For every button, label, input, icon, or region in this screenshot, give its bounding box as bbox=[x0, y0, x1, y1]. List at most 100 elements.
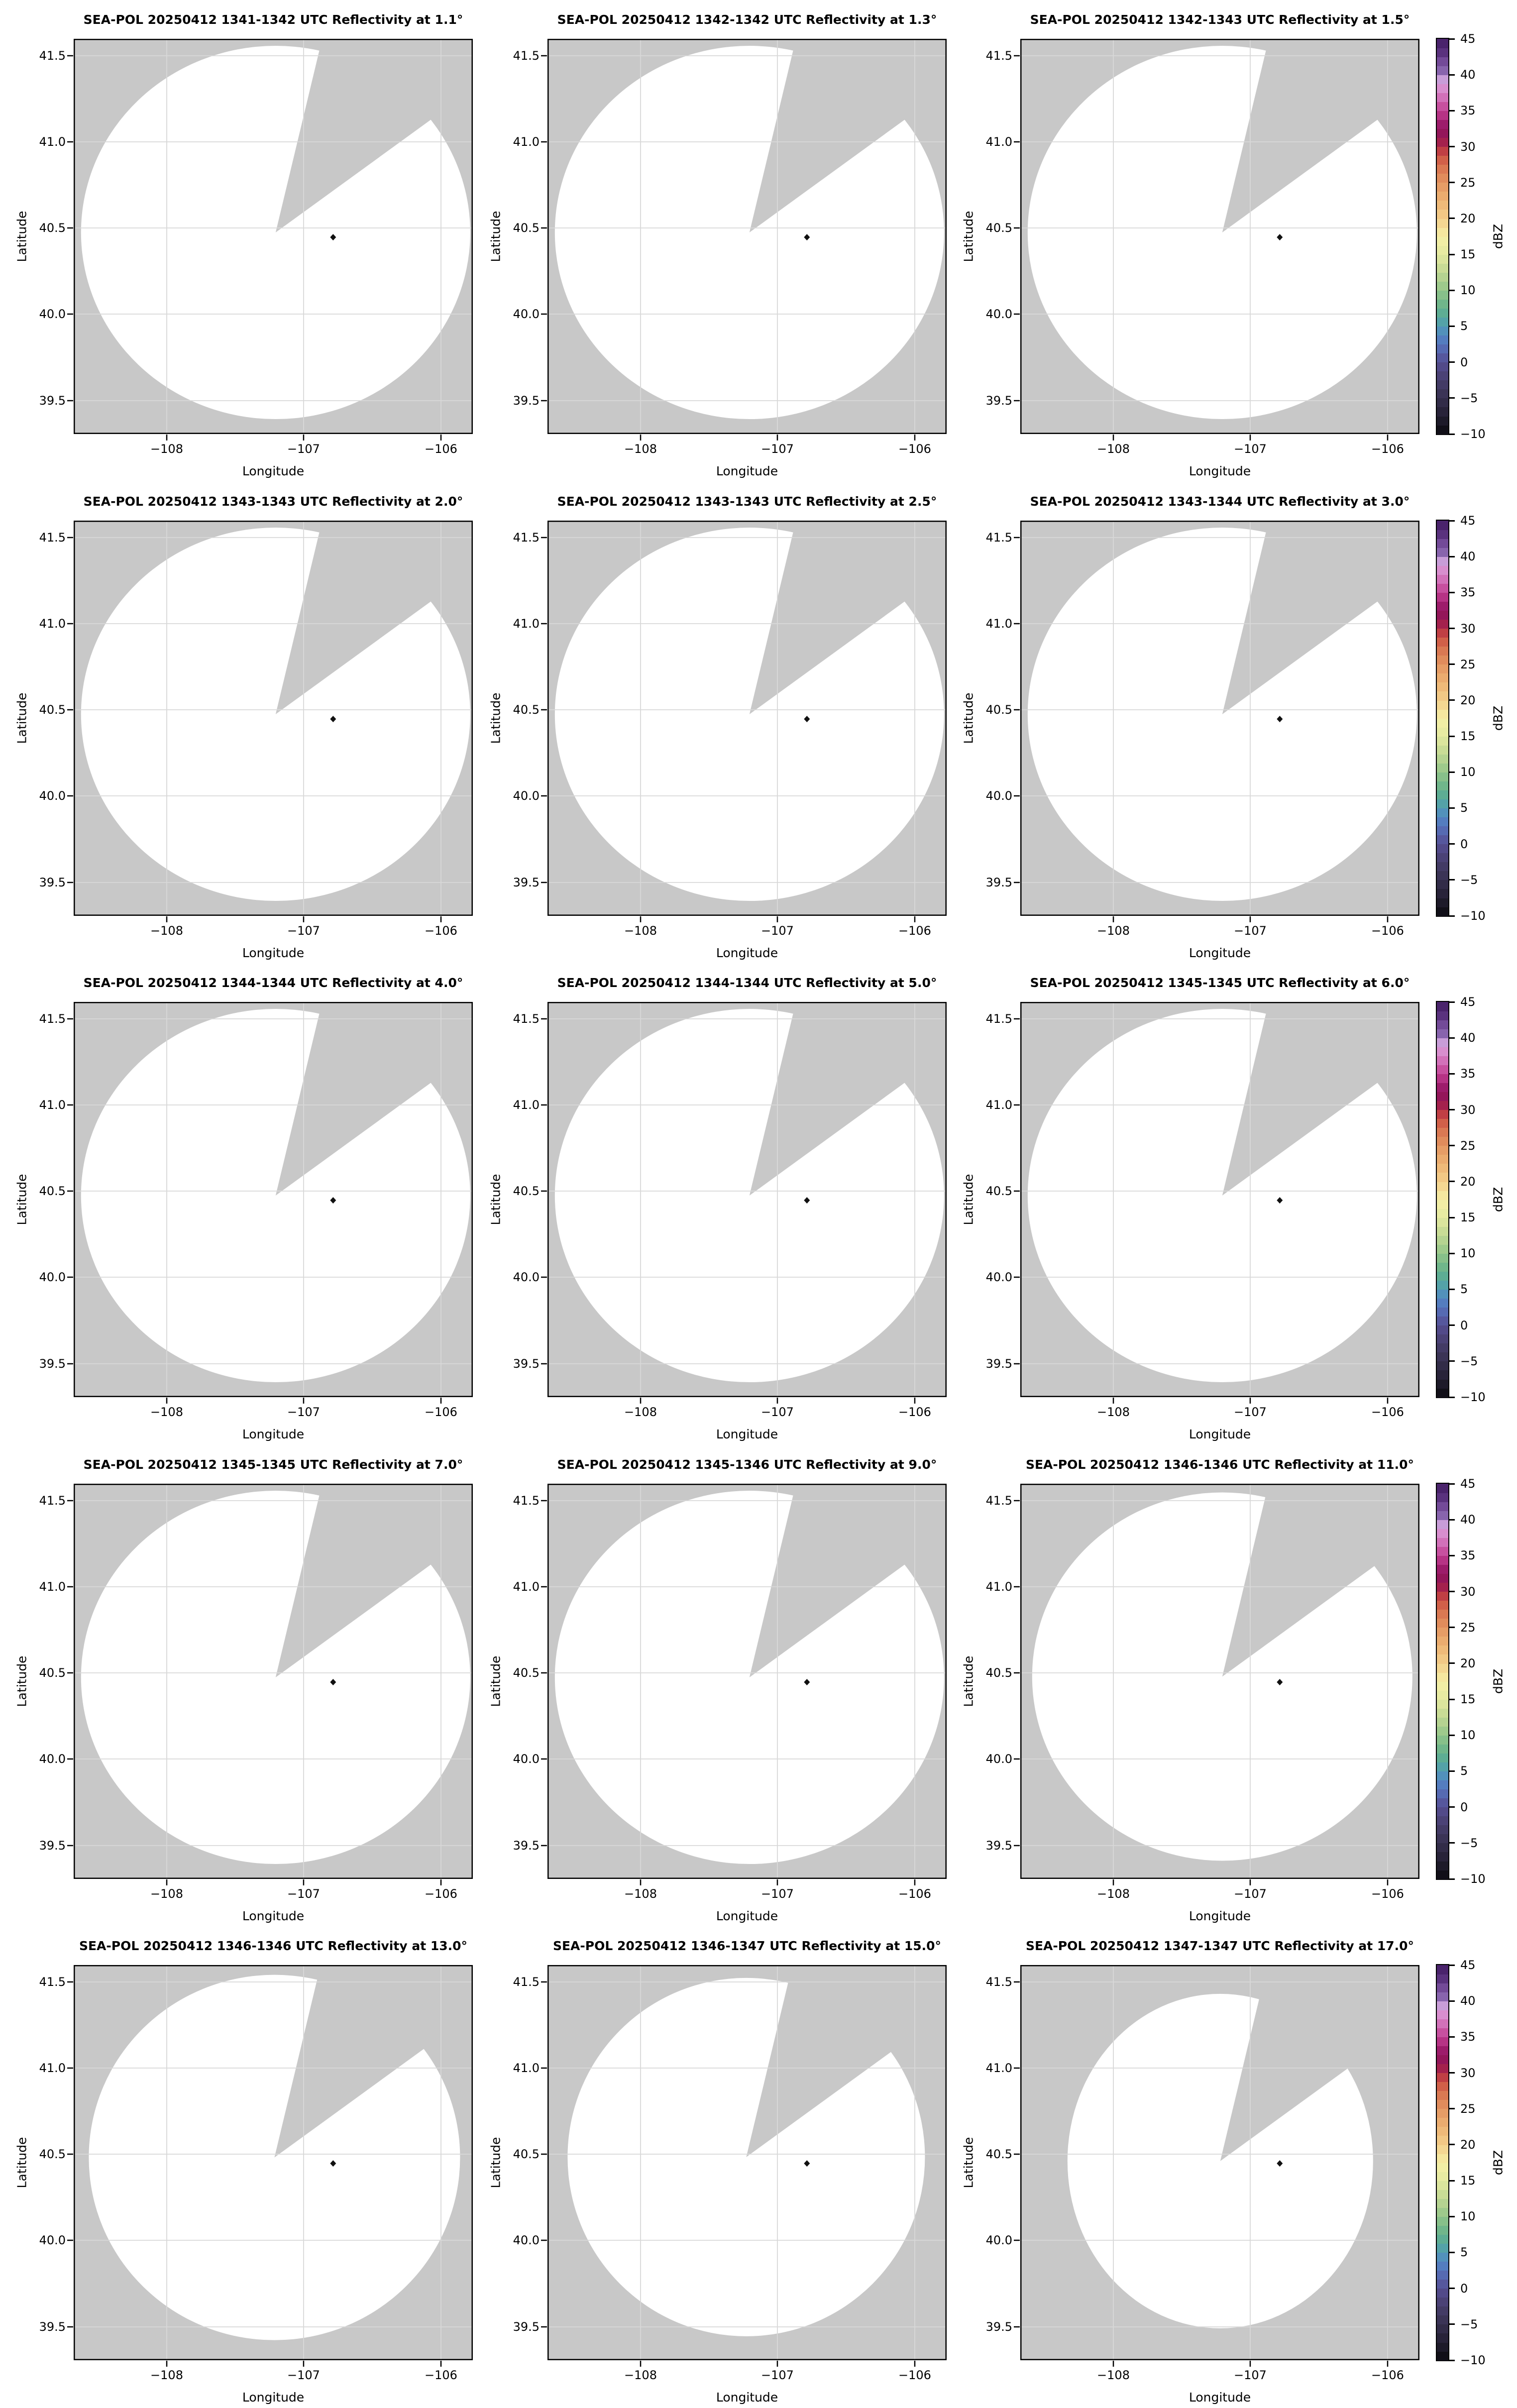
colorbar-tick-mark bbox=[1449, 2251, 1455, 2253]
colorbar-tick-mark bbox=[1449, 1627, 1455, 1629]
radar-plot bbox=[541, 521, 947, 922]
colorbar-segment bbox=[1437, 1253, 1448, 1263]
blocked-sector bbox=[275, 1484, 473, 1678]
y-tick-label: 41.0 bbox=[513, 134, 540, 149]
colorbar bbox=[1436, 1001, 1449, 1398]
colorbar-segment bbox=[1437, 75, 1448, 84]
colorbar-segment bbox=[1437, 1172, 1448, 1182]
y-tick-label: 41.5 bbox=[985, 1011, 1012, 1026]
colorbar-segment bbox=[1437, 736, 1448, 746]
colorbar-tick-mark bbox=[1449, 2144, 1455, 2146]
colorbar-tick-mark bbox=[1449, 1073, 1455, 1075]
colorbar-tick-label: 40 bbox=[1460, 549, 1476, 564]
x-tick-label: −106 bbox=[425, 924, 457, 938]
colorbar-tick-label: 40 bbox=[1460, 1031, 1476, 1045]
colorbar-tick-label: 20 bbox=[1460, 1656, 1476, 1670]
x-tick-label: −107 bbox=[760, 924, 794, 938]
y-tick-label: 40.5 bbox=[39, 221, 66, 235]
y-tick-label: 41.5 bbox=[513, 1974, 540, 1989]
colorbar-segment bbox=[1437, 245, 1448, 255]
y-axis-label-text: Latitude bbox=[14, 1655, 29, 1707]
colorbar-segment bbox=[1437, 1555, 1448, 1565]
colorbar-segment bbox=[1437, 39, 1448, 48]
colorbar-segment bbox=[1437, 2216, 1448, 2226]
colorbar-segment bbox=[1437, 119, 1448, 129]
x-tick-label: −107 bbox=[1233, 1887, 1267, 1901]
blocked-sector bbox=[749, 521, 947, 715]
colorbar-segment bbox=[1437, 1609, 1448, 1619]
colorbar-segment bbox=[1437, 1352, 1448, 1362]
colorbar-segment bbox=[1437, 700, 1448, 710]
colorbar-segment bbox=[1437, 1244, 1448, 1254]
colorbar-tick-mark bbox=[1449, 807, 1455, 809]
colorbar-tick-label: 45 bbox=[1460, 1477, 1476, 1491]
colorbar-tick-label: 10 bbox=[1460, 283, 1476, 298]
colorbar-segment bbox=[1437, 2315, 1448, 2325]
colorbar-segment bbox=[1437, 2297, 1448, 2307]
y-tick-label: 40.0 bbox=[985, 1752, 1012, 1766]
x-tick-label: −106 bbox=[1371, 1887, 1404, 1901]
radar-plot bbox=[67, 521, 473, 922]
y-axis-label-text: Latitude bbox=[961, 1655, 976, 1707]
x-tick-label: −107 bbox=[287, 1887, 320, 1901]
y-tick-label: 41.5 bbox=[39, 1493, 66, 1508]
colorbar-segment bbox=[1437, 2126, 1448, 2136]
colorbar-segment bbox=[1437, 1564, 1448, 1574]
x-tick-label: −108 bbox=[624, 1887, 657, 1901]
x-tick-label: −107 bbox=[760, 442, 794, 456]
y-axis-label-text: Latitude bbox=[488, 692, 503, 744]
x-tick-label: −108 bbox=[624, 2368, 657, 2382]
colorbar-segment bbox=[1437, 1690, 1448, 1700]
colorbar-segment bbox=[1437, 1208, 1448, 1218]
colorbar-segment bbox=[1437, 2073, 1448, 2082]
colorbar-segment bbox=[1437, 1744, 1448, 1753]
colorbar-tick-mark bbox=[1449, 1001, 1455, 1003]
plot-border bbox=[1020, 1965, 1419, 2360]
colorbar-segment bbox=[1437, 1546, 1448, 1556]
y-axis-label-text: Latitude bbox=[488, 211, 503, 262]
colorbar-tick-mark bbox=[1449, 1109, 1455, 1111]
x-tick-label: −107 bbox=[287, 442, 320, 456]
y-tick-label: 41.5 bbox=[513, 48, 540, 63]
colorbar-segment bbox=[1437, 574, 1448, 584]
x-axis-label: Longitude bbox=[716, 464, 778, 478]
colorbar-tick-mark bbox=[1449, 2323, 1455, 2325]
y-tick-label: 40.5 bbox=[985, 1184, 1012, 1198]
y-tick-label: 41.0 bbox=[513, 1097, 540, 1112]
colorbar-tick-mark bbox=[1449, 253, 1455, 255]
colorbar-segment bbox=[1437, 218, 1448, 228]
colorbar-segment bbox=[1437, 879, 1448, 889]
colorbar-tick-mark bbox=[1449, 433, 1455, 435]
colorbar-segment bbox=[1437, 664, 1448, 674]
x-tick-label: −106 bbox=[898, 1887, 931, 1901]
colorbar-segment bbox=[1437, 227, 1448, 237]
colorbar-segment bbox=[1437, 1699, 1448, 1709]
colorbar-segment bbox=[1437, 173, 1448, 183]
colorbar-segment bbox=[1437, 1627, 1448, 1637]
radar-plot bbox=[1014, 39, 1419, 440]
colorbar-tick-label: 20 bbox=[1460, 693, 1476, 707]
colorbar-segment bbox=[1437, 1992, 1448, 2001]
colorbar-segment bbox=[1437, 1529, 1448, 1538]
x-tick-label: −107 bbox=[760, 1887, 794, 1901]
blocked-sector bbox=[1222, 1484, 1419, 1677]
x-tick-label: −108 bbox=[624, 924, 657, 938]
plot-border bbox=[1020, 39, 1419, 434]
colorbar-segment bbox=[1437, 1200, 1448, 1209]
y-axis-label-text: Latitude bbox=[488, 1174, 503, 1225]
colorbar-segment bbox=[1437, 281, 1448, 291]
x-tick-label: −107 bbox=[287, 2368, 320, 2382]
colorbar-segment bbox=[1437, 84, 1448, 93]
panel-title: SEA-POL 20250412 1343-1343 UTC Reflectiv… bbox=[83, 494, 463, 509]
radar-plot bbox=[541, 1002, 947, 1404]
y-tick-label: 40.5 bbox=[39, 1184, 66, 1198]
colorbar-segment bbox=[1437, 155, 1448, 165]
panel-title: SEA-POL 20250412 1345-1346 UTC Reflectiv… bbox=[557, 1457, 937, 1472]
colorbar-segment bbox=[1437, 1217, 1448, 1227]
x-axis-label: Longitude bbox=[242, 2390, 305, 2405]
colorbar-tick-label: −10 bbox=[1460, 1872, 1486, 1886]
colorbar-segment bbox=[1437, 1493, 1448, 1502]
x-tick-label: −106 bbox=[898, 2368, 931, 2382]
colorbar-segment bbox=[1437, 1798, 1448, 1808]
colorbar-tick-mark bbox=[1449, 1216, 1455, 1218]
